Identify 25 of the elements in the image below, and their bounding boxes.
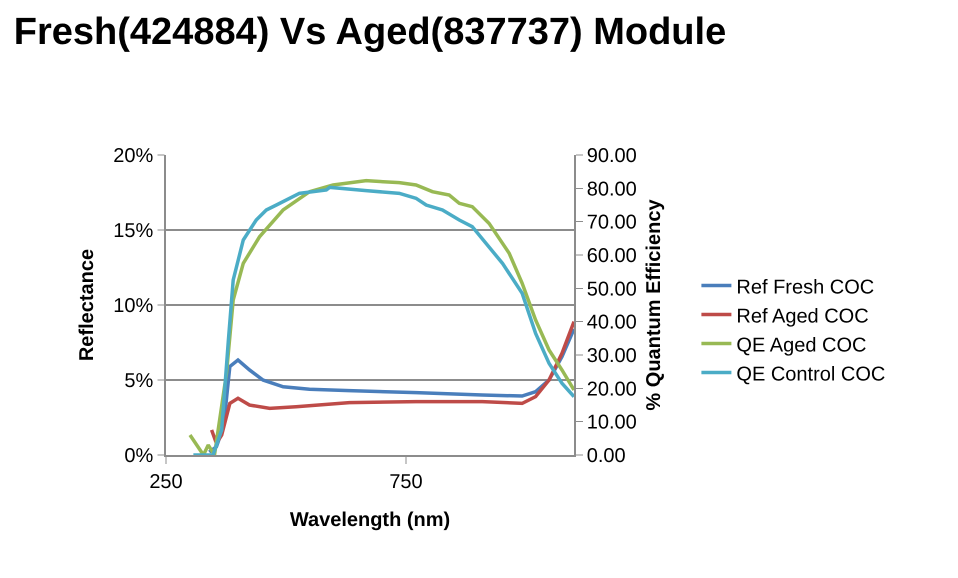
y2-axis-title: % Quantum Efficiency: [642, 198, 665, 411]
legend-label: QE Aged COC: [736, 334, 866, 356]
y2-tick-label: 10.00: [586, 412, 637, 434]
y-tick-label: 15%: [113, 220, 154, 242]
y2-tick-label: 40.00: [586, 312, 637, 334]
chart-title: Fresh(424884) Vs Aged(837737) Module: [14, 10, 726, 53]
y2-tick-label: 20.00: [586, 378, 637, 400]
y-tick-label: 10%: [113, 295, 154, 317]
y2-tick-label: 0.00: [586, 445, 626, 467]
y2-tick-label: 60.00: [586, 245, 637, 267]
y-tick-label: 20%: [113, 145, 154, 167]
y2-tick-label: 30.00: [586, 345, 637, 367]
y-axis-title: Reflectance: [76, 248, 98, 362]
y-tick-label: 0%: [124, 445, 154, 467]
y2-tick-label: 50.00: [586, 278, 637, 300]
x-tick-label: 250: [149, 470, 183, 493]
y2-tick-label: 70.00: [586, 212, 637, 234]
legend-label: QE Control COC: [736, 363, 886, 386]
legend-label: Ref Aged COC: [736, 305, 869, 328]
y2-tick-label: 80.00: [586, 178, 637, 200]
x-tick-label: 750: [389, 470, 423, 493]
y-tick-label: 5%: [124, 370, 154, 392]
x-axis-title: Wavelength (nm): [290, 508, 450, 531]
y2-tick-label: 90.00: [586, 145, 637, 167]
legend-label: Ref Fresh COC: [736, 276, 874, 298]
